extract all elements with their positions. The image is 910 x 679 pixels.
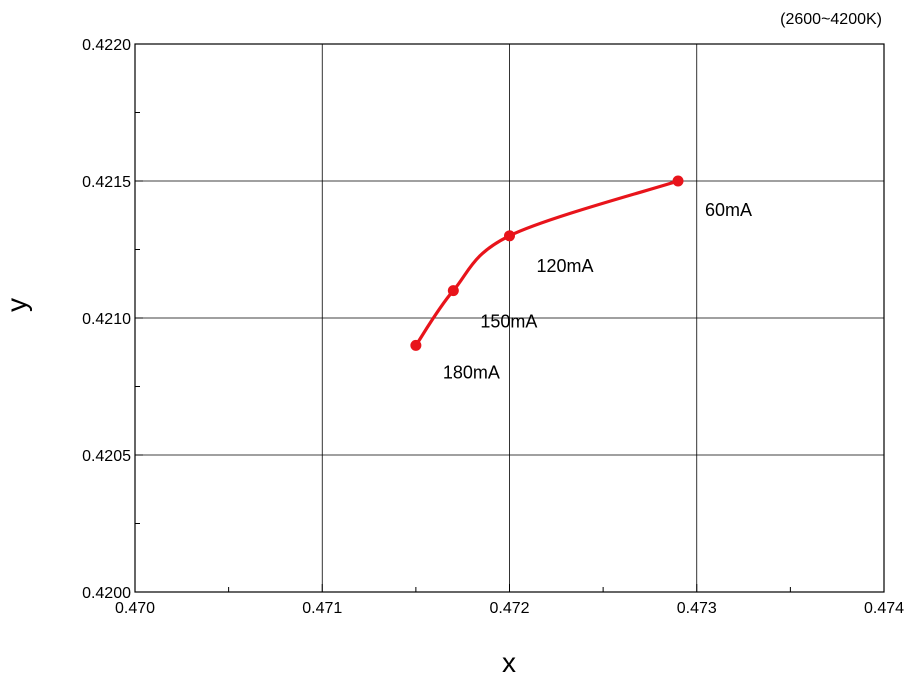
x-tick-label: 0.472 — [489, 600, 529, 617]
x-tick-label: 0.473 — [677, 600, 717, 617]
data-point — [410, 339, 422, 351]
y-tick-label: 0.4200 — [82, 585, 131, 602]
data-point — [447, 285, 459, 297]
y-tick-label: 0.4205 — [82, 448, 131, 465]
data-point — [672, 175, 684, 187]
series-layer — [410, 175, 684, 351]
y-tick-label: 0.4220 — [82, 37, 131, 54]
y-tick-label: 0.4210 — [82, 311, 131, 328]
x-tick-labels: 0.470 0.471 0.472 0.473 0.474 — [115, 600, 904, 617]
data-point-label: 180mA — [443, 362, 500, 382]
temperature-range-note: (2600~4200K) — [780, 11, 882, 28]
data-point-label: 60mA — [705, 200, 752, 220]
y-tick-label: 0.4215 — [82, 174, 131, 191]
x-tick-label: 0.474 — [864, 600, 904, 617]
x-tick-label: 0.470 — [115, 600, 155, 617]
series-line — [414, 179, 680, 347]
point-labels: 180mA 150mA 120mA 60mA — [443, 200, 752, 382]
x-axis-title: x — [502, 647, 516, 678]
y-axis-title: y — [1, 298, 32, 312]
y-tick-labels: 0.4200 0.4205 0.4210 0.4215 0.4220 — [82, 37, 131, 602]
grid-lines — [135, 44, 884, 592]
data-point-label: 150mA — [480, 312, 537, 332]
plot-frame — [134, 43, 885, 593]
data-point-label: 120mA — [537, 256, 594, 276]
x-tick-label: 0.471 — [302, 600, 342, 617]
data-point — [504, 230, 515, 242]
